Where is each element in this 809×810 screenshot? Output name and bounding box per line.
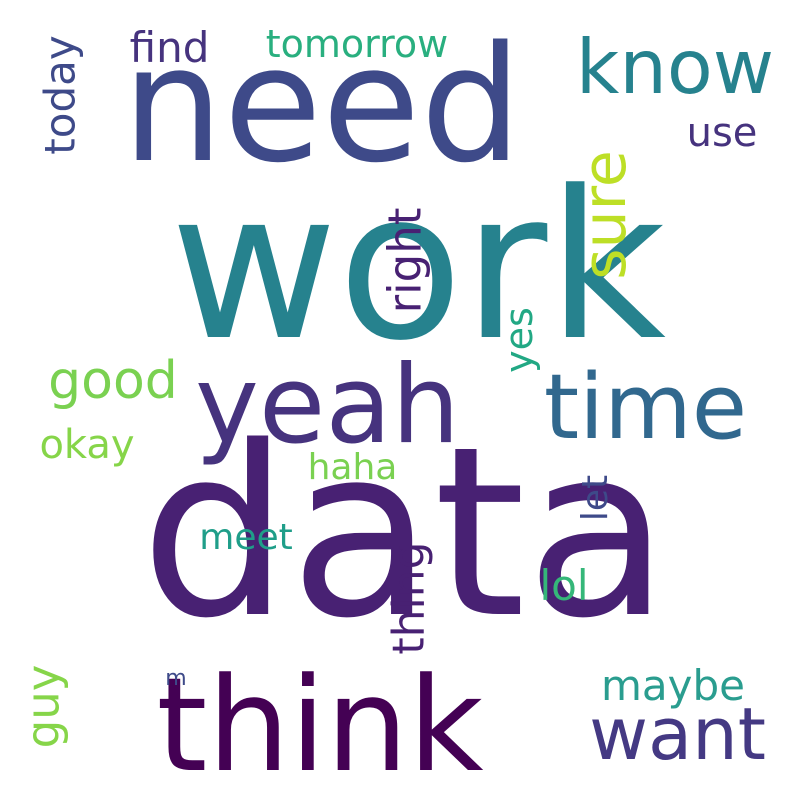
word-use: use — [686, 110, 758, 156]
word-let: let — [574, 474, 616, 522]
word-haha: haha — [307, 447, 398, 488]
word-yeah: yeah — [195, 342, 460, 468]
word-right: right — [377, 207, 431, 313]
word-know: know — [575, 23, 775, 111]
word-sure: sure — [570, 149, 640, 280]
word-okay: okay — [39, 422, 135, 468]
word-m: m — [165, 666, 187, 691]
word-need: need — [122, 11, 522, 198]
word-thing: thing — [384, 540, 435, 655]
word-find: find — [129, 23, 210, 72]
word-lol: lol — [539, 561, 589, 610]
word-guy: guy — [16, 664, 69, 748]
word-today: today — [35, 35, 85, 155]
word-data: data — [140, 397, 670, 670]
word-tomorrow: tomorrow — [265, 22, 449, 66]
word-maybe: maybe — [600, 661, 745, 710]
word-think: think — [156, 649, 484, 801]
word-good: good — [48, 351, 178, 411]
word-want: want — [589, 692, 766, 776]
word-yes: yes — [496, 307, 541, 373]
word-work: work — [169, 148, 667, 386]
word-meet: meet — [199, 517, 293, 558]
word-time: time — [543, 355, 748, 460]
